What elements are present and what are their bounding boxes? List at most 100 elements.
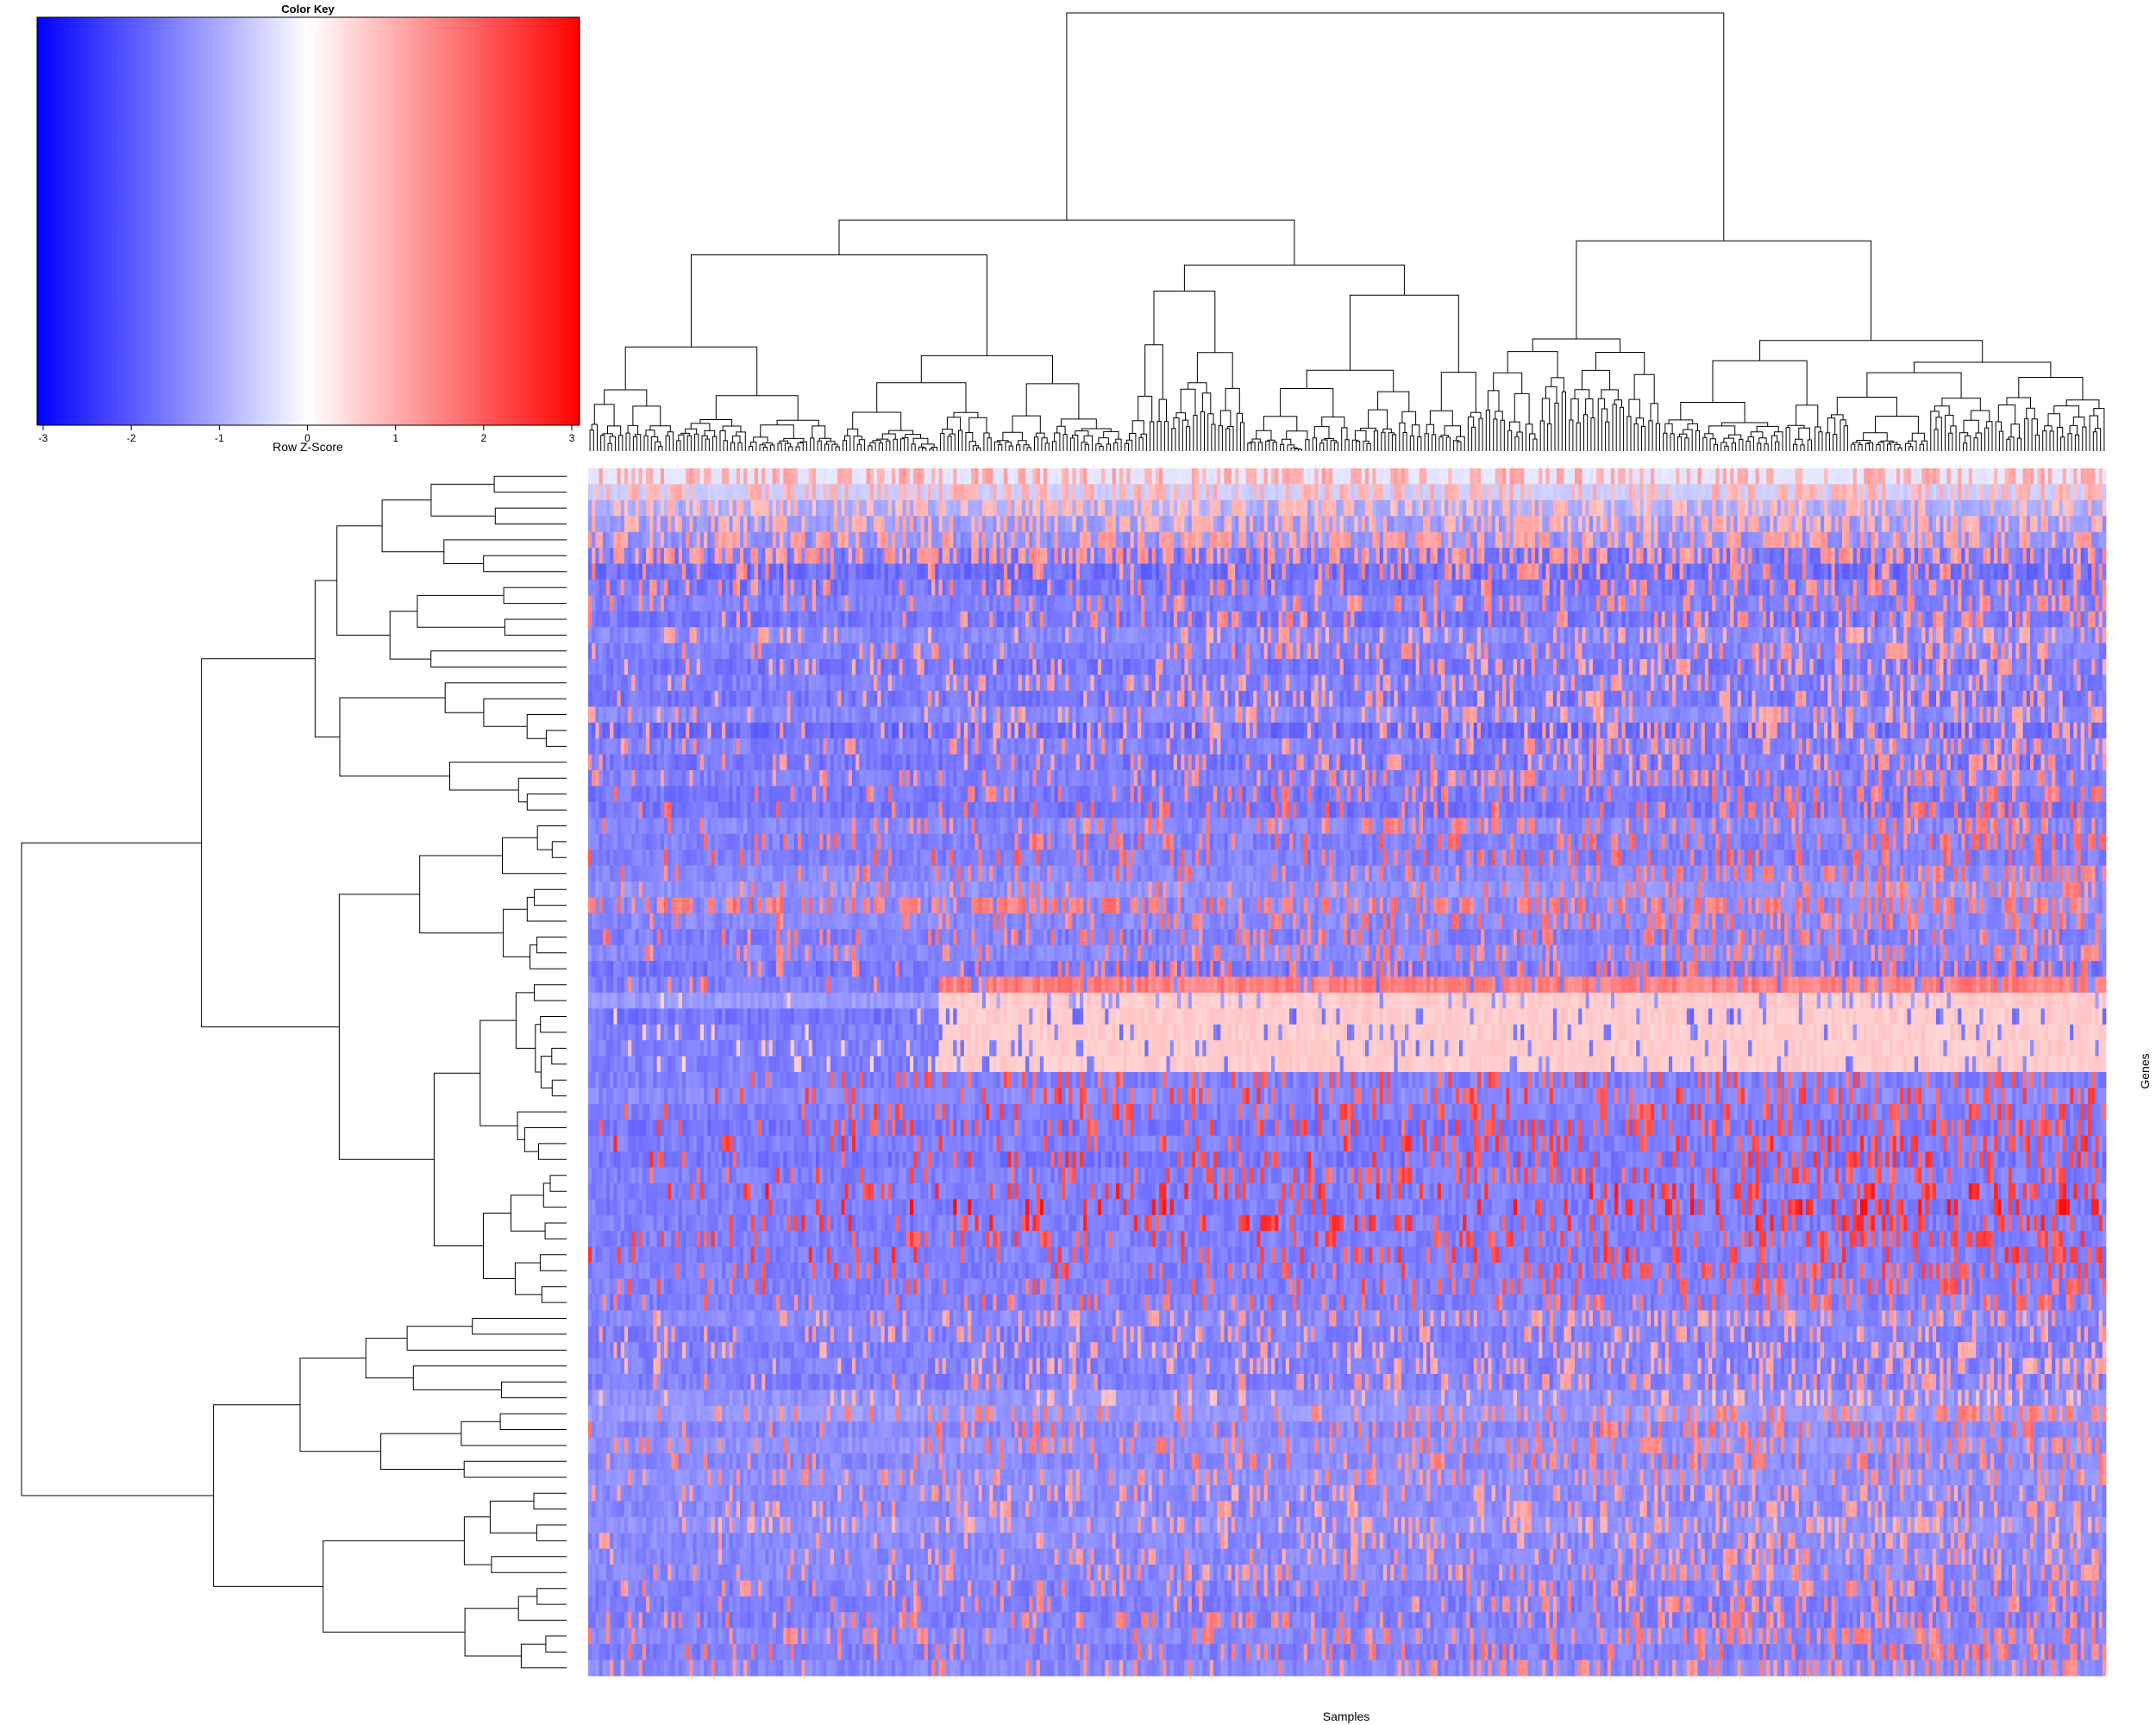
heatmap-cell (790, 627, 795, 644)
heatmap-cell (1357, 468, 1363, 485)
heatmap-cell (1115, 563, 1120, 580)
heatmap-cell (924, 611, 929, 628)
heatmap-cell (1646, 579, 1651, 596)
heatmap-cell (2059, 484, 2064, 501)
heatmap-cell (1278, 595, 1282, 612)
heatmap-cell (1108, 563, 1113, 580)
heatmap-cell (989, 611, 993, 628)
heatmap-cell (1163, 499, 1167, 517)
row-dendrogram-branch (539, 1254, 567, 1271)
heatmap-cell (1364, 627, 1369, 644)
heatmap-cell (667, 516, 672, 533)
heatmap-cell (693, 627, 698, 644)
heatmap-cell (761, 499, 766, 517)
heatmap-cell (848, 611, 853, 628)
heatmap-cell (602, 468, 607, 485)
heatmap-cell (1520, 484, 1525, 501)
heatmap-cell (1412, 484, 1417, 501)
heatmap-cell (1011, 579, 1015, 596)
heatmap-cell (862, 627, 868, 644)
heatmap-cell (1044, 531, 1048, 549)
heatmap-cell (1683, 468, 1688, 485)
heatmap-cell (610, 468, 614, 485)
heatmap-cell (1065, 563, 1069, 580)
heatmap-cell (1188, 611, 1193, 628)
heatmap-cell (1476, 531, 1482, 549)
heatmap-cell (1433, 563, 1438, 580)
heatmap-cell (2047, 516, 2053, 533)
heatmap-cell (924, 499, 929, 517)
heatmap-cell (1050, 595, 1055, 612)
heatmap-cell (826, 579, 831, 596)
heatmap-cell (1433, 516, 1438, 533)
heatmap-cell (1473, 468, 1478, 485)
heatmap-cell (1466, 531, 1470, 549)
heatmap-cell (1075, 579, 1081, 596)
heatmap-cell (1293, 484, 1297, 501)
column-dendrogram-branch (1445, 436, 1451, 451)
heatmap-cell (1332, 579, 1337, 596)
heatmap-cell (1766, 563, 1771, 580)
heatmap-cell (971, 563, 975, 580)
heatmap-cell (1217, 595, 1221, 612)
heatmap-cell (1499, 579, 1503, 596)
heatmap-cell (1470, 595, 1475, 612)
heatmap-cell (945, 548, 950, 564)
heatmap-cell (956, 611, 962, 628)
heatmap-cell (1921, 611, 1926, 628)
heatmap-cell (1690, 531, 1695, 549)
column-dendrogram-branch (1084, 443, 1089, 451)
heatmap-cell (2047, 548, 2053, 564)
heatmap-cell (1394, 595, 1399, 612)
heatmap-cell (887, 611, 893, 628)
heatmap-cell (1235, 579, 1239, 596)
heatmap-cell (1419, 468, 1424, 485)
heatmap-cell (671, 563, 675, 580)
heatmap-cell (1293, 627, 1297, 644)
heatmap-cell (664, 468, 668, 485)
heatmap-cell (1986, 516, 1991, 533)
heatmap-cell (1307, 563, 1312, 580)
heatmap-cell (968, 595, 972, 612)
heatmap-cell (1552, 611, 1557, 628)
heatmap-cell (1357, 484, 1363, 501)
heatmap-cell (678, 627, 683, 644)
heatmap-cell (851, 611, 856, 628)
heatmap-cell (1882, 484, 1886, 501)
heatmap-cell (635, 563, 640, 580)
heatmap-cell (747, 548, 751, 564)
heatmap-cell (1014, 611, 1019, 628)
row-dendrogram-branch (530, 944, 567, 969)
heatmap-cell (1466, 595, 1470, 612)
heatmap-cell (833, 484, 838, 501)
heatmap-cell (1727, 579, 1731, 596)
heatmap-cell (1704, 531, 1709, 549)
heatmap-cell (1209, 579, 1214, 596)
heatmap-cell (1314, 531, 1319, 549)
heatmap-cell (635, 611, 640, 628)
heatmap-cell (664, 579, 668, 596)
heatmap-cell (1087, 611, 1091, 628)
color-key: Color Key -3 -2 -1 0 1 2 3 Row Z-Score (36, 3, 580, 454)
heatmap-cell (1813, 548, 1818, 564)
heatmap-cell (887, 484, 893, 501)
heatmap-cell (1928, 611, 1934, 628)
heatmap-cell (1397, 595, 1402, 612)
heatmap-cell (1087, 627, 1091, 644)
heatmap-cell (1257, 579, 1261, 596)
heatmap-cell (945, 611, 950, 628)
heatmap-cell (1169, 531, 1175, 549)
heatmap-cell (856, 468, 860, 485)
heatmap-cell (1730, 531, 1734, 549)
heatmap-cell (1889, 563, 1894, 580)
heatmap-cell (757, 531, 762, 549)
heatmap-cell (1834, 579, 1839, 596)
heatmap-cell (787, 579, 792, 596)
heatmap-cell (1455, 611, 1460, 628)
heatmap-cell (787, 484, 792, 501)
column-dendrogram-branch (1720, 442, 1727, 451)
heatmap-cell (2070, 484, 2074, 501)
heatmap-cell (1050, 516, 1055, 533)
heatmap-cell (1748, 548, 1752, 564)
